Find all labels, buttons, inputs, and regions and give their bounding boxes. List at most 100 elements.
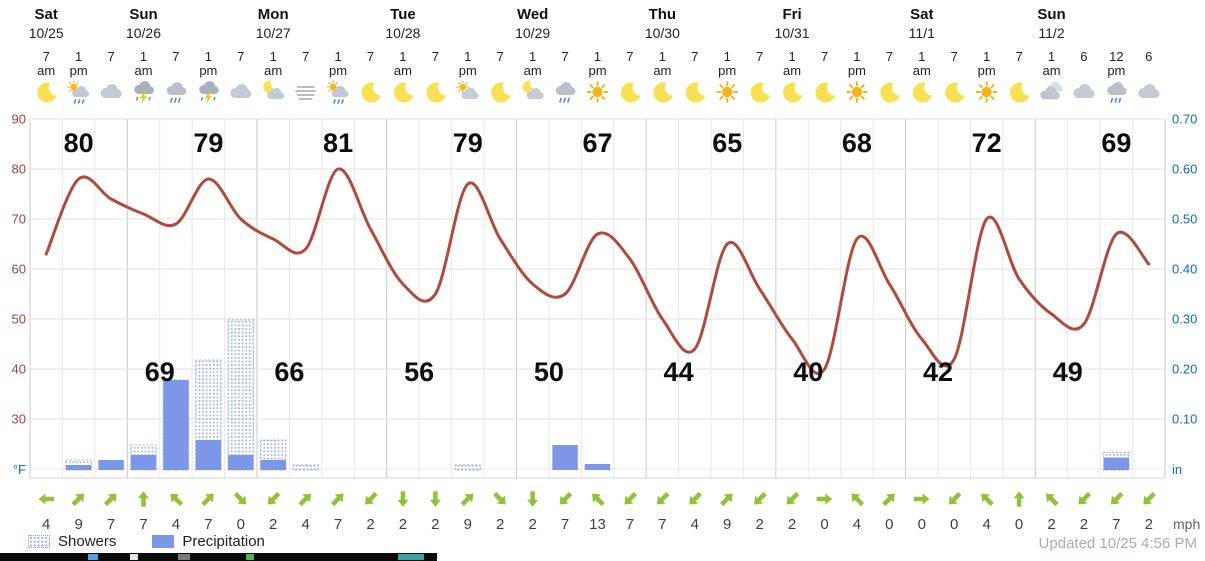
wind-arrow	[296, 489, 316, 509]
time-suffix: am	[653, 63, 671, 78]
time-suffix: pm	[459, 63, 477, 78]
legend-precipitation: Precipitation	[152, 533, 265, 550]
precip-bar	[195, 440, 222, 470]
day-tab-10-27[interactable]: Mon 10/27	[256, 6, 291, 41]
high-temp-label: 80	[64, 128, 94, 158]
time-label: 1	[464, 49, 471, 64]
showers-bar	[292, 464, 319, 471]
wind-arrow	[138, 491, 149, 507]
time-suffix: am	[264, 63, 282, 78]
moon-icon	[620, 82, 641, 103]
y-right-tick: 0.40	[1172, 262, 1197, 277]
wind-speed: 2	[528, 516, 536, 533]
wind-speed: 4	[301, 516, 309, 533]
time-suffix: am	[913, 63, 931, 78]
day-date[interactable]: 11/2	[1038, 25, 1064, 41]
wind-speed: 2	[399, 516, 407, 533]
day-tab-10-25[interactable]: Sat 10/25	[29, 6, 64, 41]
day-name[interactable]: Mon	[258, 6, 289, 23]
day-name[interactable]: Sat	[910, 6, 933, 23]
high-temp-label: 72	[972, 128, 1002, 158]
day-name[interactable]: Sun	[129, 6, 157, 23]
updated-timestamp: Updated 10/25 4:56 PM	[1038, 535, 1197, 552]
day-name[interactable]: Tue	[390, 6, 416, 23]
taskbar-fleck	[246, 554, 254, 560]
moon-icon	[945, 82, 965, 103]
time-label: 1	[529, 49, 536, 64]
day-date[interactable]: 11/1	[909, 25, 935, 41]
sun-icon	[716, 81, 739, 103]
day-date[interactable]: 10/25	[29, 25, 64, 41]
taskbar-fleck	[88, 554, 98, 560]
wind-unit: mph	[1173, 516, 1200, 532]
cloud-icon	[101, 84, 122, 98]
precip-bar	[228, 455, 254, 470]
wind-arrow	[397, 491, 409, 507]
wind-speed: 9	[74, 516, 82, 533]
time-label: 7	[432, 49, 439, 64]
rain-icon	[556, 82, 575, 102]
time-suffix: pm	[588, 63, 606, 78]
day-tab-10-29[interactable]: Wed 10/29	[515, 6, 550, 41]
time-label: 7	[43, 49, 50, 64]
low-temp-label: 42	[923, 357, 953, 387]
wind-arrow	[944, 489, 964, 509]
day-name[interactable]: Wed	[517, 6, 548, 23]
time-label: 1	[140, 49, 147, 64]
day-name[interactable]: Fri	[782, 6, 801, 23]
wind-speed: 7	[334, 516, 342, 533]
showers-day-icon	[68, 81, 89, 103]
time-suffix: pm	[848, 63, 866, 78]
day-date[interactable]: 10/30	[645, 25, 680, 41]
low-temp-label: 56	[404, 357, 434, 387]
wind-speed: 0	[1015, 516, 1023, 533]
day-tab-10-26[interactable]: Sun 10/26	[126, 6, 161, 41]
precip-bar	[260, 460, 286, 470]
day-date[interactable]: 10/27	[256, 25, 291, 41]
wind-speed: 0	[918, 516, 926, 533]
day-name[interactable]: Thu	[649, 6, 677, 23]
y-left-tick: 70	[12, 212, 26, 227]
day-name[interactable]: Sat	[35, 6, 58, 23]
y-right-unit: in	[1172, 462, 1182, 477]
wind-speed: 9	[464, 516, 472, 533]
day-tab-11-2[interactable]: Sun 11/2	[1037, 6, 1065, 41]
wind-arrow	[166, 489, 186, 509]
day-date[interactable]: 10/29	[515, 25, 550, 41]
wind-arrow	[1042, 489, 1061, 509]
time-label: 7	[886, 49, 893, 64]
moon-icon	[361, 82, 381, 103]
wind-arrow	[977, 489, 997, 509]
y-right-tick: 0.70	[1172, 112, 1197, 127]
storm-icon	[199, 81, 218, 103]
day-tab-10-31[interactable]: Fri 10/31	[775, 6, 810, 41]
time-label: 1	[1048, 49, 1055, 64]
day-date[interactable]: 10/31	[775, 25, 810, 41]
day-name[interactable]: Sun	[1037, 6, 1065, 23]
time-suffix: pm	[70, 63, 88, 78]
wind-arrow	[429, 491, 441, 507]
showers-bar	[227, 319, 254, 471]
wind-speed: 7	[561, 516, 569, 533]
temperature-line	[44, 167, 1151, 375]
wind-arrow	[458, 489, 478, 509]
time-label: 1	[399, 49, 406, 64]
wind-arrow	[1074, 489, 1094, 509]
legend-showers: Showers	[28, 533, 116, 550]
y-left-unit: °F	[13, 462, 26, 477]
day-tab-10-28[interactable]: Tue 10/28	[385, 6, 420, 41]
day-date[interactable]: 10/26	[126, 25, 161, 41]
moon-icon	[912, 82, 933, 103]
moon-icon	[393, 82, 414, 103]
day-date[interactable]: 10/28	[385, 25, 420, 41]
night-cloud-icon	[523, 81, 544, 100]
moon-icon	[685, 82, 706, 103]
day-tab-11-1[interactable]: Sat 11/1	[909, 6, 935, 41]
wind-arrow	[717, 489, 737, 509]
day-tab-10-30[interactable]: Thu 10/30	[645, 6, 680, 41]
wind-speed: 0	[950, 516, 958, 533]
wind-arrow	[555, 489, 575, 509]
high-temp-label: 79	[453, 128, 483, 158]
precip-bars	[65, 319, 1130, 471]
time-label: 1	[659, 49, 666, 64]
